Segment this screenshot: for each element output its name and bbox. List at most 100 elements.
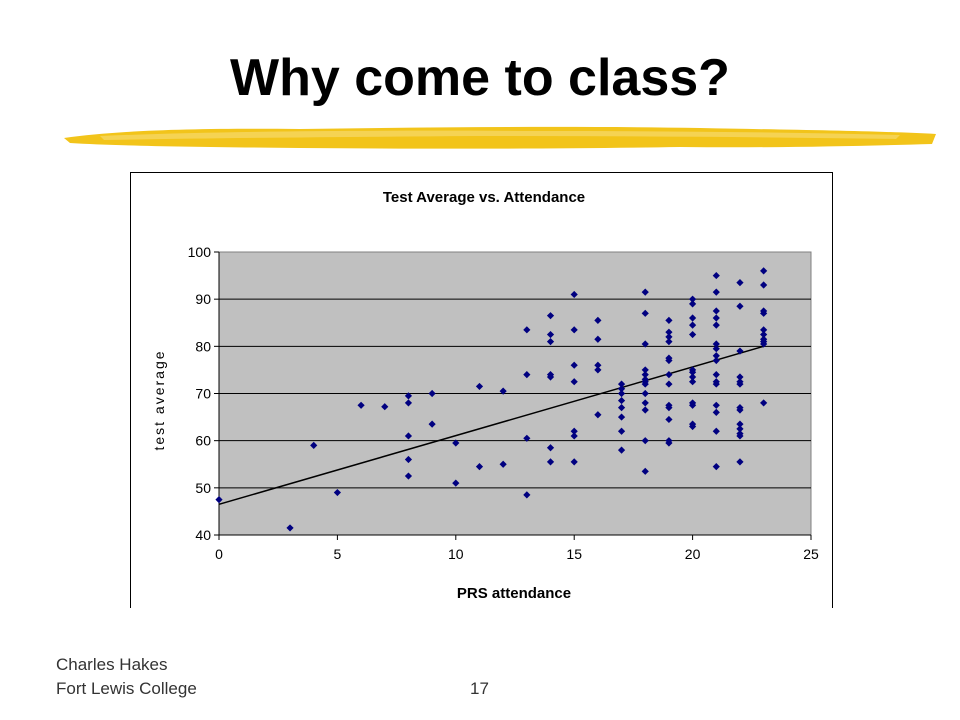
data-point bbox=[475, 463, 484, 471]
data-point bbox=[617, 380, 626, 388]
y-tick-label: 40 bbox=[195, 527, 211, 543]
data-point bbox=[641, 467, 649, 475]
data-point bbox=[641, 288, 649, 296]
data-point bbox=[617, 385, 626, 393]
data-point bbox=[310, 441, 318, 449]
data-point bbox=[736, 425, 744, 433]
data-point bbox=[428, 420, 436, 428]
footer-author: Charles Hakes bbox=[56, 655, 168, 674]
data-point bbox=[641, 437, 649, 445]
data-point bbox=[546, 312, 555, 320]
data-point bbox=[665, 380, 673, 388]
data-point bbox=[712, 314, 720, 322]
x-axis-label: PRS attendance bbox=[457, 585, 571, 602]
data-point bbox=[546, 444, 555, 452]
data-point bbox=[617, 413, 626, 421]
data-point bbox=[712, 321, 720, 329]
data-point bbox=[404, 392, 413, 400]
data-point bbox=[381, 403, 389, 411]
data-point bbox=[452, 439, 460, 447]
data-point bbox=[760, 326, 768, 334]
brushstroke-highlight bbox=[100, 130, 900, 140]
footer-college: Fort Lewis College bbox=[56, 679, 197, 698]
data-point bbox=[641, 389, 649, 398]
data-point bbox=[712, 288, 720, 296]
data-point bbox=[215, 496, 223, 504]
data-point bbox=[594, 316, 602, 324]
x-tick-label: 5 bbox=[334, 546, 342, 562]
data-point bbox=[546, 458, 555, 466]
data-point bbox=[736, 458, 744, 466]
data-point bbox=[665, 439, 673, 447]
title-underline-brushstroke bbox=[64, 126, 936, 149]
data-point bbox=[499, 387, 507, 395]
data-point bbox=[523, 326, 531, 334]
data-point bbox=[617, 389, 626, 398]
data-point bbox=[712, 463, 720, 471]
data-point bbox=[760, 309, 768, 317]
data-point bbox=[546, 330, 555, 339]
y-tick-label: 90 bbox=[195, 291, 211, 307]
data-point bbox=[570, 458, 578, 466]
data-point bbox=[546, 338, 555, 346]
data-point bbox=[617, 446, 626, 454]
data-point bbox=[736, 380, 744, 388]
data-point bbox=[570, 432, 578, 440]
y-tick-label: 80 bbox=[195, 338, 211, 354]
data-point bbox=[523, 434, 531, 442]
data-point bbox=[452, 479, 460, 487]
trendline bbox=[218, 345, 764, 506]
data-point bbox=[570, 427, 578, 435]
page-number: 17 bbox=[470, 679, 489, 698]
y-tick-label: 60 bbox=[195, 433, 211, 449]
data-point bbox=[665, 316, 673, 324]
x-tick-label: 25 bbox=[803, 546, 819, 562]
data-point bbox=[712, 352, 720, 360]
chart-frame bbox=[130, 172, 833, 608]
data-point bbox=[475, 382, 484, 391]
data-point bbox=[404, 432, 413, 440]
data-point bbox=[594, 361, 602, 369]
plot-area: 40 50 60 70 80 90 100 0 5 10 15 20 25 bbox=[188, 244, 819, 562]
data-point bbox=[736, 347, 744, 355]
data-point bbox=[712, 345, 720, 353]
data-point bbox=[641, 309, 649, 317]
data-point bbox=[712, 380, 720, 388]
data-point bbox=[523, 371, 531, 379]
slide-title: Why come to class? bbox=[230, 49, 730, 107]
brushstroke-shape bbox=[64, 126, 936, 149]
data-point bbox=[570, 326, 578, 334]
x-tick-label: 0 bbox=[215, 546, 223, 562]
data-point bbox=[736, 279, 744, 287]
data-point bbox=[689, 321, 697, 329]
data-point bbox=[736, 420, 744, 428]
x-tick-label: 20 bbox=[685, 546, 701, 562]
y-tick-label: 70 bbox=[195, 386, 211, 402]
data-point bbox=[665, 328, 673, 336]
data-point bbox=[570, 361, 578, 369]
data-point bbox=[689, 422, 697, 431]
data-point bbox=[617, 404, 626, 412]
data-point bbox=[428, 389, 436, 398]
data-point bbox=[665, 356, 673, 365]
data-point bbox=[760, 281, 768, 289]
data-point bbox=[404, 455, 413, 464]
data-point bbox=[523, 491, 531, 499]
x-tick-label: 10 bbox=[448, 546, 464, 562]
data-point bbox=[641, 380, 649, 388]
x-tick-label: 15 bbox=[566, 546, 582, 562]
data-point bbox=[689, 314, 697, 322]
data-point bbox=[617, 396, 626, 405]
data-point bbox=[546, 373, 555, 381]
data-point bbox=[617, 427, 626, 435]
data-point bbox=[641, 399, 649, 407]
data-point bbox=[712, 427, 720, 435]
data-point bbox=[736, 432, 744, 440]
data-point bbox=[665, 415, 673, 424]
data-point bbox=[760, 267, 768, 275]
data-point bbox=[499, 460, 507, 468]
data-point bbox=[404, 472, 413, 480]
scatter-chart: Test Average vs. Attendance PRS attendan… bbox=[151, 189, 819, 602]
y-axis-label: test average bbox=[151, 349, 167, 450]
y-tick-label: 50 bbox=[195, 480, 211, 496]
